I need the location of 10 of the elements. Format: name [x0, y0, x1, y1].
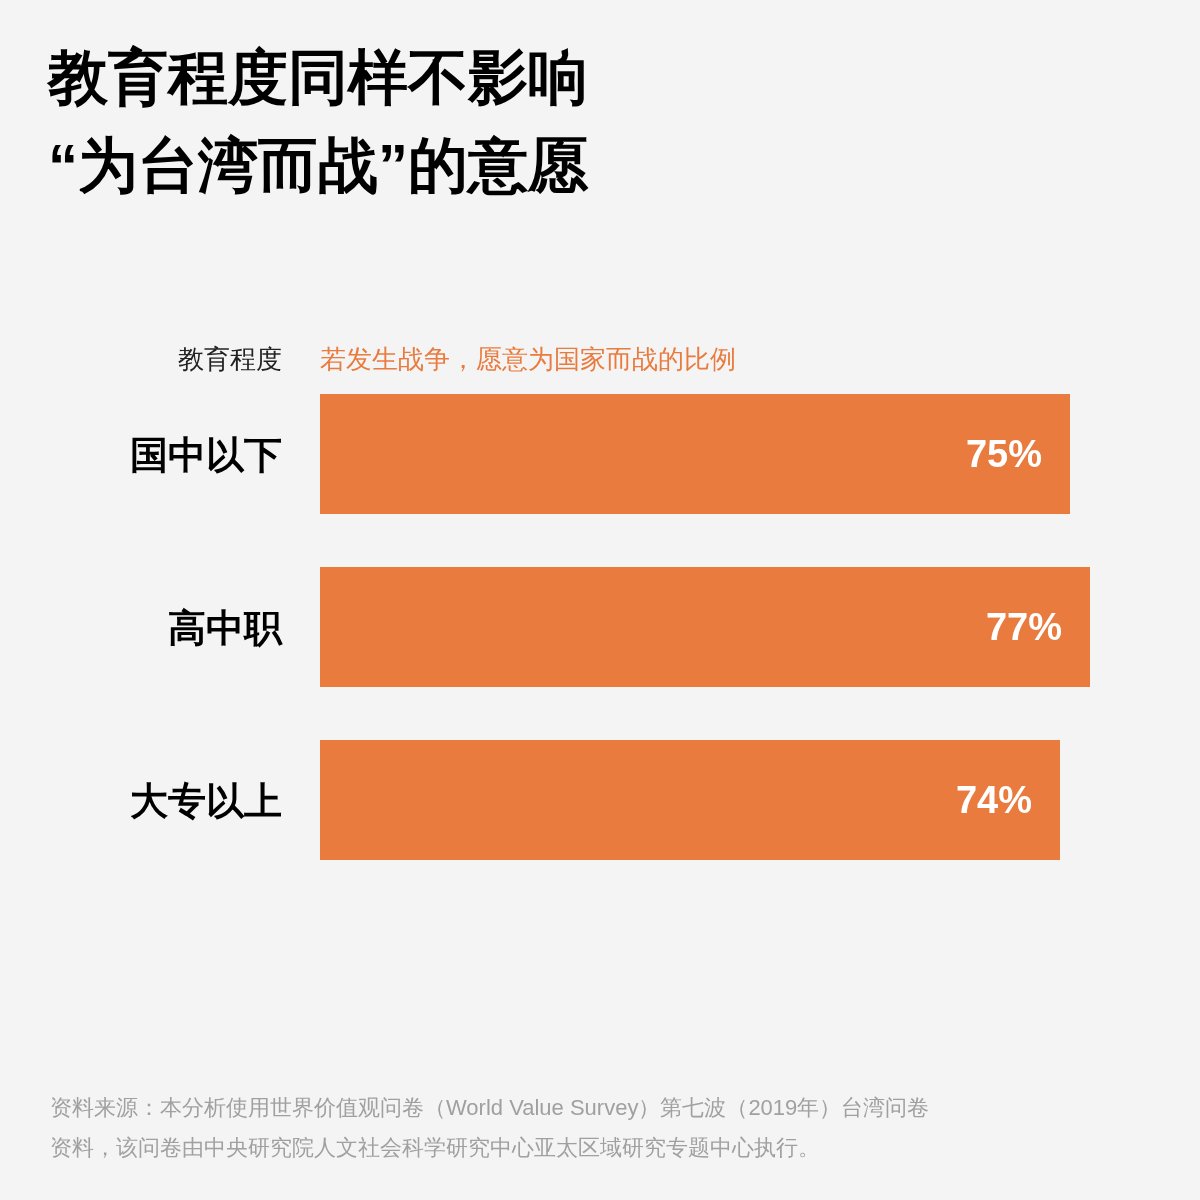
chart-title: 教育程度同样不影响 “为台湾而战”的意愿 [46, 44, 589, 199]
y-axis-title: 教育程度 [178, 344, 282, 374]
x-axis-title: 若发生战争，愿意为国家而战的比例 [320, 344, 736, 374]
y-tick-label: 国中以下 [130, 434, 282, 476]
data-label: 75% [965, 433, 1042, 475]
y-tick-label: 高中职 [168, 607, 283, 649]
text: 资料来源：本分析使用世界价值观问卷（World Value Survey）第七波（2019年）台湾问卷资料，该问卷由中央研究院人文社会科学研究中心亚太区域研究专题中心执行。 [50, 1094, 931, 1162]
y-tick-label: 大专以上 [130, 780, 282, 822]
data-label: 74% [955, 779, 1032, 821]
data-label: 77% [985, 606, 1062, 648]
